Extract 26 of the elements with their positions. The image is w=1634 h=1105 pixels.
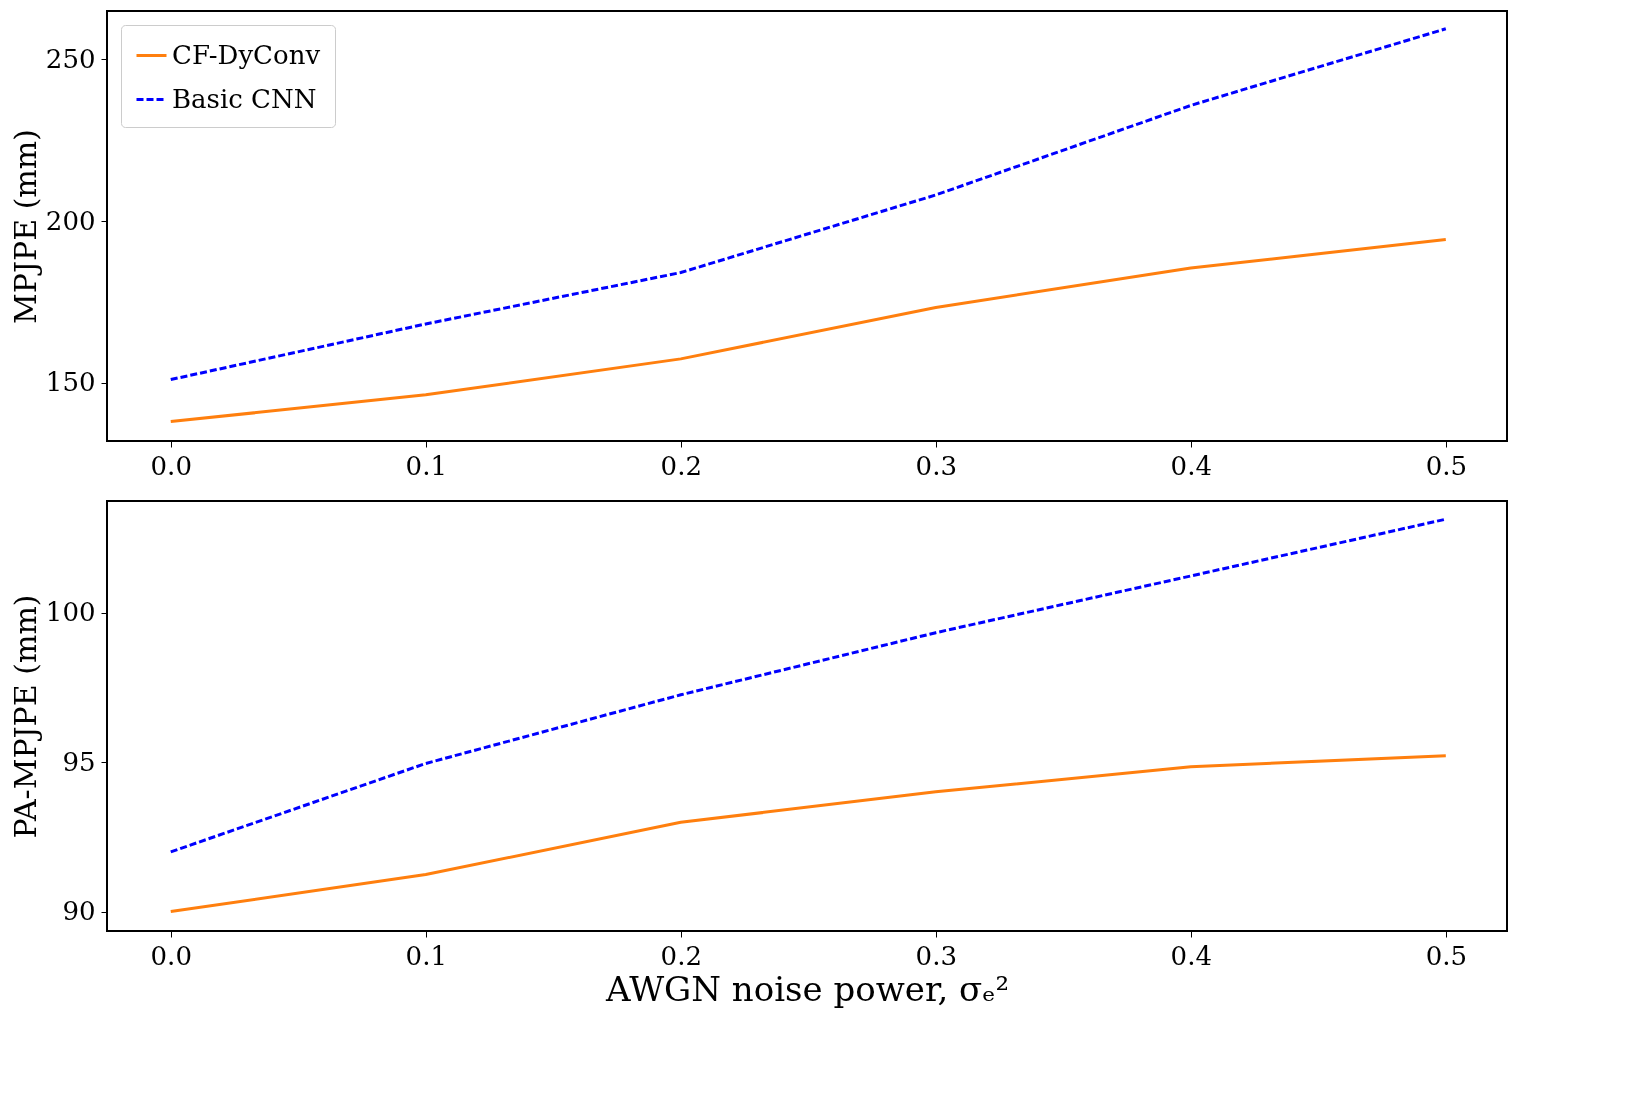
y-tick-label: 100 — [45, 597, 96, 628]
x-tick-label: 0.0 — [150, 940, 192, 971]
y-tick-label: 250 — [45, 44, 96, 74]
y-tick-label: 95 — [62, 746, 96, 777]
x-tick-label: 0.2 — [660, 450, 702, 481]
y-axis-title: MPJPE (mm) — [7, 129, 43, 324]
x-tick-label: 0.5 — [1425, 450, 1467, 481]
x-tick-label: 0.1 — [405, 450, 447, 481]
x-tick-label: 0.2 — [660, 940, 702, 971]
x-tick-label: 0.3 — [915, 940, 957, 971]
line-series — [169, 27, 1448, 382]
x-tick-label: 0.1 — [405, 940, 447, 971]
y-tick-label: 150 — [45, 367, 96, 398]
line-series — [169, 238, 1448, 424]
x-tick-label: 0.0 — [150, 450, 192, 481]
y-tick-label: 90 — [62, 896, 96, 927]
line-series — [169, 754, 1448, 914]
x-tick-label: 0.5 — [1425, 940, 1467, 971]
legend-label: Basic CNN — [172, 83, 317, 114]
y-axis-title: PA-MPJPE (mm) — [7, 594, 43, 839]
y-tick-label: 200 — [45, 205, 96, 236]
x-tick-label: 0.4 — [1170, 450, 1212, 481]
legend-label: CF-DyConv — [172, 39, 321, 70]
x-axis-title: AWGN noise power, σₑ² — [604, 968, 1010, 1009]
x-tick-label: 0.4 — [1170, 940, 1212, 971]
x-tick-label: 0.3 — [915, 450, 957, 481]
